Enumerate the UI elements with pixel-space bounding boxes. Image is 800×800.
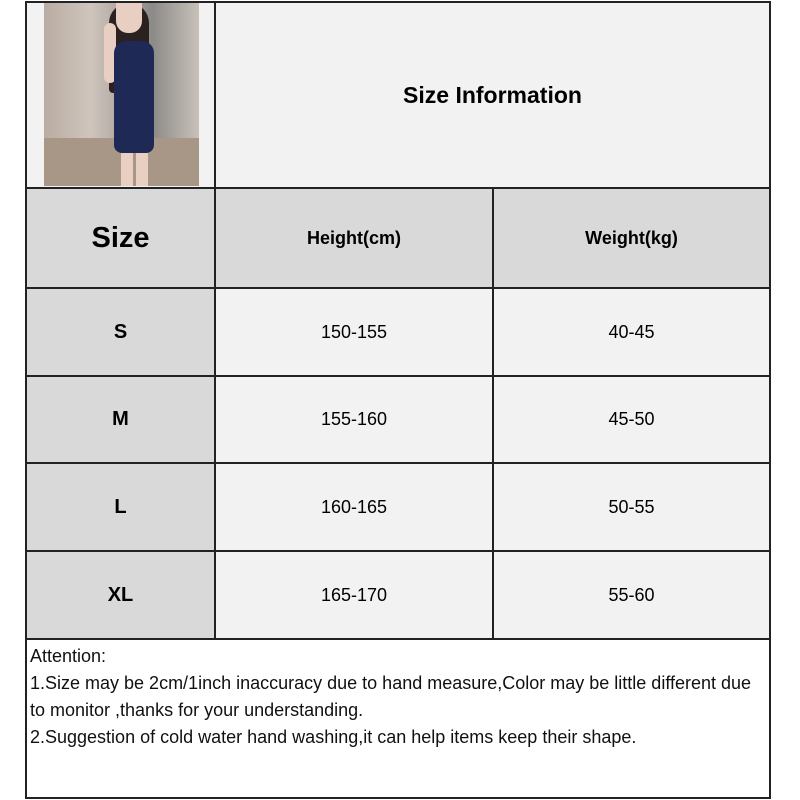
table-cell-height: 155-160: [215, 376, 493, 463]
size-value: S: [113, 320, 128, 343]
table-cell-weight: 55-60: [493, 551, 770, 639]
border: [25, 287, 771, 289]
border: [25, 550, 771, 552]
height-value: 165-170: [320, 584, 388, 605]
table-cell-size: M: [26, 376, 215, 463]
header-weight: Weight(kg): [493, 188, 770, 288]
height-value: 160-165: [320, 496, 388, 517]
header-height: Height(cm): [215, 188, 493, 288]
border: [25, 1, 771, 3]
height-value: 155-160: [320, 409, 388, 429]
table-cell-size: L: [26, 463, 215, 551]
header-size: Size: [26, 188, 215, 288]
weight-value: 45-50: [608, 409, 655, 429]
table-cell-height: 165-170: [215, 551, 493, 639]
weight-value: 40-45: [608, 321, 655, 342]
size-value: L: [114, 495, 127, 518]
note-line: 2.Suggestion of cold water hand washing,…: [30, 727, 637, 747]
table-cell-weight: 45-50: [493, 376, 770, 463]
size-value: XL: [107, 583, 134, 606]
table-cell-size: S: [26, 288, 215, 376]
border: [25, 1, 27, 799]
notes-heading: Attention:: [30, 646, 107, 666]
product-photo: [44, 3, 199, 186]
border: [25, 187, 771, 189]
border: [25, 797, 771, 799]
size-value: M: [112, 408, 129, 430]
height-value: 150-155: [320, 321, 388, 342]
table-cell-weight: 50-55: [493, 463, 770, 551]
note-line: 1.Size may be 2cm/1inch inaccuracy due t…: [30, 673, 752, 720]
border: [25, 638, 771, 640]
table-cell-size: XL: [26, 551, 215, 639]
table-cell-height: 150-155: [215, 288, 493, 376]
table-cell-weight: 40-45: [493, 288, 770, 376]
weight-value: 50-55: [608, 496, 655, 517]
page-title: Size Information: [403, 81, 582, 108]
border: [25, 462, 771, 464]
header-size-label: Size: [91, 221, 150, 254]
border: [769, 1, 771, 799]
border: [492, 188, 494, 640]
border: [214, 1, 216, 640]
weight-value: 55-60: [608, 584, 655, 605]
table-cell-height: 160-165: [215, 463, 493, 551]
header-height-label: Height(cm): [307, 227, 401, 248]
title-cell: Size Information: [215, 2, 770, 188]
border: [25, 375, 771, 377]
attention-notes: Attention: 1.Size may be 2cm/1inch inacc…: [26, 640, 771, 798]
header-weight-label: Weight(kg): [585, 227, 678, 248]
